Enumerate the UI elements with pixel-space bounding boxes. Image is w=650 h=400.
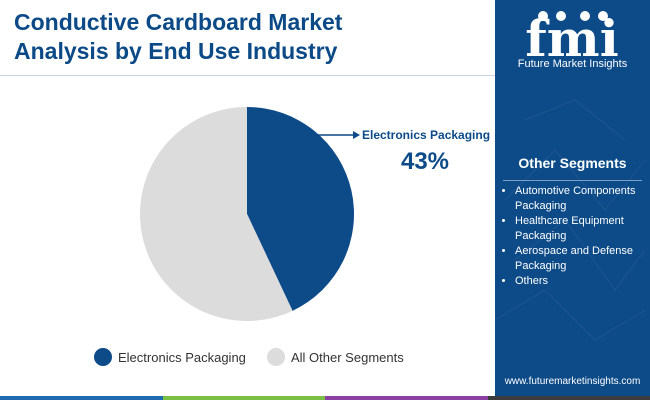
annotation-value: 43% <box>401 148 449 175</box>
bottom-color-bar <box>0 396 650 400</box>
logo-dot-3 <box>580 11 590 21</box>
sidebar: fmi Future Market Insights Other Segment… <box>495 0 650 400</box>
pie-slice-all-other-segments <box>139 107 293 321</box>
logo-dot-2 <box>556 11 566 21</box>
bottom-bar-segment-4 <box>487 396 650 400</box>
fmi-logo: fmi <box>525 9 618 68</box>
legend-label-0: Electronics Packaging <box>118 350 246 365</box>
logo-dot-1 <box>538 11 548 21</box>
bottom-bar-segment-1 <box>0 396 163 400</box>
title-line-2: Analysis by End Use Industry <box>14 38 338 64</box>
legend-swatch-0 <box>94 348 112 366</box>
website-url[interactable]: www.futuremarketinsights.com <box>504 376 641 387</box>
title-divider <box>0 75 495 76</box>
title-line-1: Conductive Cardboard Market <box>14 9 343 35</box>
logo-dot-4 <box>598 11 608 21</box>
segment-item-automotive: Automotive Components Packaging <box>515 184 650 214</box>
bottom-bar-segment-2 <box>162 396 325 400</box>
brand-name: Future Market Insights <box>517 58 628 70</box>
other-segments-heading: Other Segments <box>518 155 627 171</box>
bottom-bar-segment-3 <box>325 396 488 400</box>
annotation-label: Electronics Packaging <box>362 128 490 142</box>
segment-item-aerospace: Aerospace and Defense Packaging <box>515 244 650 274</box>
segment-item-healthcare: Healthcare Equipment Packaging <box>515 214 650 244</box>
segment-item-others: Others <box>515 274 650 289</box>
chart-title: Conductive Cardboard Market Analysis by … <box>14 8 484 66</box>
pie-slice-electronics-packaging <box>247 107 354 311</box>
annotation-arrow-head <box>353 131 360 139</box>
other-segments-list: Automotive Components Packaging Healthca… <box>501 184 650 289</box>
legend-label-1: All Other Segments <box>291 350 404 365</box>
legend-swatch-1 <box>267 348 285 366</box>
pie-chart: Electronics Packaging 43% Electronics Pack… <box>94 107 490 366</box>
sidebar-divider <box>503 180 642 181</box>
